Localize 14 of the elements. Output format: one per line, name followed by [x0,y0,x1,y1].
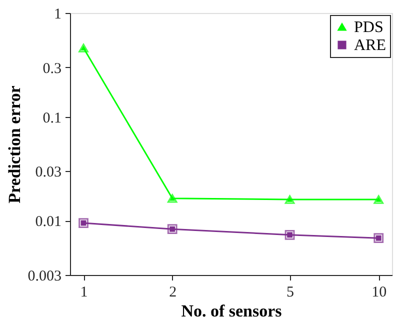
y-tick-label: 0.01 [35,214,62,230]
x-axis-title: No. of sensors [181,302,282,320]
y-tick-label: 0.003 [28,268,62,284]
legend-label: ARE [354,37,386,54]
x-tick-label: 2 [169,284,177,300]
legend-label: PDS [354,19,384,36]
x-tick-label: 10 [372,284,387,300]
y-tick-label: 0.3 [42,60,62,77]
y-tick-label: 1 [54,6,62,22]
y-axis-title: Prediction error [4,85,24,204]
x-tick-label: 5 [286,284,294,300]
x-tick-label: 1 [80,284,88,300]
y-tick-label: 0.03 [35,164,62,181]
y-tick-label: 0.1 [42,110,62,126]
